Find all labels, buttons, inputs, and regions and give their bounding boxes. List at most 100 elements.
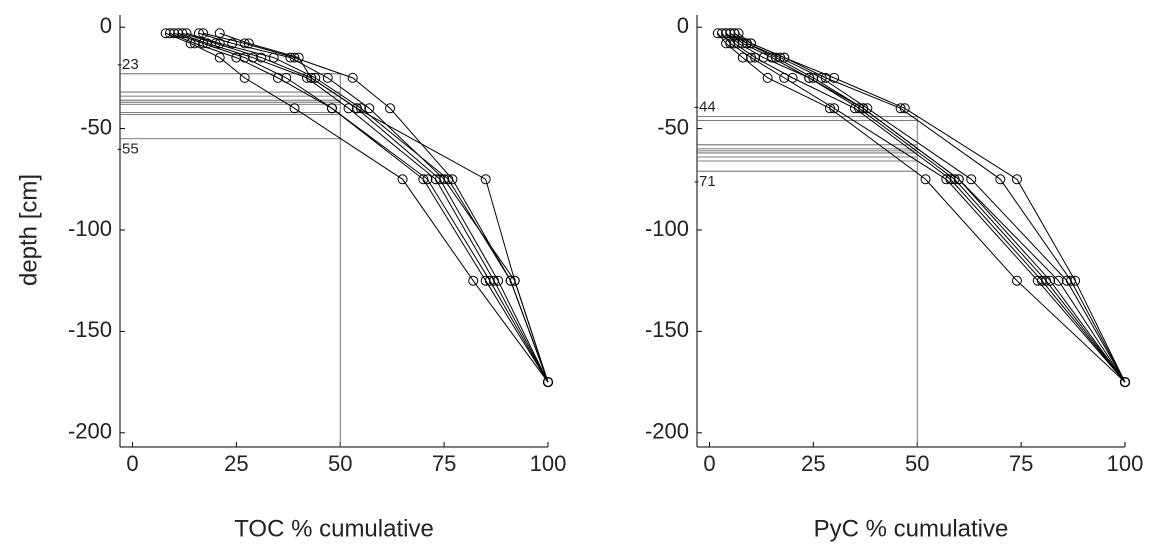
profile-marker <box>862 103 873 114</box>
profile-marker <box>397 174 408 185</box>
profile-marker <box>509 275 520 286</box>
profile-marker <box>281 72 292 83</box>
profile-line <box>186 32 549 383</box>
profile-marker <box>293 52 304 63</box>
profile-marker <box>239 52 250 63</box>
profile-marker <box>746 38 757 49</box>
profile-marker <box>899 103 910 114</box>
profile-marker <box>1120 377 1130 388</box>
profile-marker <box>762 72 773 83</box>
y-tick-label: -200 <box>68 419 112 444</box>
y-tick-label: -50 <box>657 114 689 139</box>
profile-line <box>169 32 549 383</box>
x-tick-label: 50 <box>328 451 352 476</box>
profile-marker <box>289 103 300 114</box>
profile-marker <box>493 275 504 286</box>
profile-marker <box>364 103 375 114</box>
x-tick-label: 0 <box>126 451 138 476</box>
profile-line <box>165 32 549 383</box>
profile-line <box>734 32 1126 383</box>
profile-marker <box>214 38 225 49</box>
profile-marker <box>227 38 238 49</box>
profile-marker <box>243 38 254 49</box>
profile-marker <box>920 174 931 185</box>
y-tick-label: 0 <box>677 13 689 38</box>
profile-marker <box>1053 275 1064 286</box>
profile-marker <box>343 103 354 114</box>
x-axis-label: TOC % cumulative <box>234 515 434 542</box>
y-tick-label: -50 <box>80 114 112 139</box>
x-tick-label: 100 <box>530 451 567 476</box>
profile-marker <box>322 72 333 83</box>
profile-line <box>738 32 1126 383</box>
profile-marker <box>231 52 242 63</box>
x-tick-label: 75 <box>432 451 456 476</box>
profile-line <box>202 32 549 383</box>
reference-label: -55 <box>117 141 139 158</box>
y-tick-label: -100 <box>68 216 112 241</box>
reference-label: -44 <box>694 98 716 115</box>
profile-line <box>725 32 1126 383</box>
profile-line <box>729 32 1126 383</box>
profile-marker <box>351 103 362 114</box>
profile-marker <box>1070 275 1081 286</box>
profile-marker <box>326 103 337 114</box>
profile-marker <box>239 72 250 83</box>
profile-marker <box>995 174 1006 185</box>
profile-line <box>219 32 549 383</box>
y-tick-label: -150 <box>645 317 689 342</box>
profile-marker <box>347 72 358 83</box>
profile-line <box>729 32 1126 383</box>
profile-marker <box>447 174 458 185</box>
profile-marker <box>439 174 450 185</box>
profile-line <box>178 32 549 383</box>
profile-line <box>198 32 549 383</box>
profile-marker <box>829 103 840 114</box>
profile-marker <box>247 52 258 63</box>
profile-marker <box>306 72 317 83</box>
profile-marker <box>256 52 267 63</box>
x-tick-label: 100 <box>1107 451 1144 476</box>
profile-line <box>173 32 549 383</box>
profile-marker <box>198 28 209 39</box>
profile-line <box>725 32 1126 383</box>
reference-label: -71 <box>694 173 716 190</box>
profile-marker <box>829 72 840 83</box>
profile-marker <box>1045 275 1056 286</box>
profile-line <box>734 32 1126 383</box>
profile-marker <box>1011 174 1022 185</box>
y-tick-label: 0 <box>100 13 112 38</box>
profile-marker <box>543 377 553 388</box>
profile-marker <box>1011 275 1022 286</box>
profile-marker <box>966 174 977 185</box>
profile-line <box>182 32 549 383</box>
profile-marker <box>181 28 192 39</box>
x-axis-label: PyC % cumulative <box>814 515 1009 542</box>
profile-marker <box>214 28 225 39</box>
x-tick-label: 50 <box>905 451 929 476</box>
x-tick-label: 25 <box>224 451 248 476</box>
profile-marker <box>202 38 213 49</box>
y-tick-label: -150 <box>68 317 112 342</box>
y-axis-label: depth [cm] <box>15 174 42 286</box>
profile-marker <box>468 275 479 286</box>
profile-marker <box>480 174 491 185</box>
profile-line <box>721 32 1126 383</box>
profile-marker <box>787 72 798 83</box>
x-tick-label: 25 <box>801 451 825 476</box>
profile-marker <box>733 28 744 39</box>
profile-marker <box>214 52 225 63</box>
profile-marker <box>820 72 831 83</box>
x-tick-label: 0 <box>703 451 715 476</box>
y-tick-label: -100 <box>645 216 689 241</box>
reference-label: -23 <box>117 56 139 73</box>
y-tick-label: -200 <box>645 419 689 444</box>
profile-marker <box>385 103 396 114</box>
profile-marker <box>779 52 790 63</box>
profile-line <box>717 32 1126 383</box>
x-tick-label: 75 <box>1009 451 1033 476</box>
profile-marker <box>422 174 433 185</box>
profile-marker <box>737 52 748 63</box>
